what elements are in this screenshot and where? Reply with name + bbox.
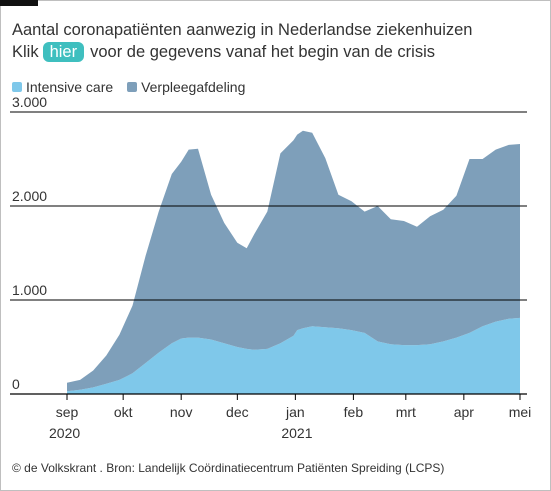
x-tick-label: dec	[226, 404, 249, 420]
brand-bar	[0, 0, 38, 6]
x-tick-label: jan	[285, 404, 305, 420]
legend-label-verpleegafdeling: Verpleegafdeling	[141, 79, 246, 95]
y-tick-label: 2.000	[12, 188, 47, 204]
y-tick-label: 3.000	[12, 94, 47, 110]
chart-title: Aantal coronapatiënten aanwezig in Neder…	[12, 21, 473, 39]
legend-swatch-verpleegafdeling	[127, 82, 138, 92]
legend-label-intensive-care: Intensive care	[26, 79, 114, 95]
x-tick-label: mrt	[396, 404, 416, 420]
area-series-intensive-care	[67, 317, 520, 394]
x-tick-year-label: 2020	[49, 425, 80, 441]
legend-item-verpleegafdeling[interactable]: Verpleegafdeling	[127, 79, 245, 95]
y-tick-label: 1.000	[12, 282, 47, 298]
area-series-verpleegafdeling	[67, 130, 520, 392]
x-tick-label: mei	[509, 404, 532, 420]
subtitle-suffix: voor de gegevens vanaf het begin van de …	[90, 43, 435, 61]
source-credit: © de Volkskrant . Bron: Landelijk Coördi…	[12, 461, 445, 475]
chart-subtitle: Klik hier voor de gegevens vanaf het begin…	[12, 42, 435, 62]
x-tick-year-label: 2021	[281, 425, 312, 441]
legend: Intensive care Verpleegafdeling	[12, 79, 255, 95]
legend-swatch-intensive-care	[12, 82, 22, 92]
x-tick-label: feb	[344, 404, 364, 420]
data-link-button[interactable]: hier	[42, 42, 85, 62]
x-tick-label: sep	[56, 404, 79, 420]
x-tick-label: apr	[454, 404, 475, 420]
y-tick-label: 0	[12, 376, 20, 392]
x-tick-label: nov	[170, 404, 193, 420]
subtitle-prefix: Klik	[12, 43, 39, 61]
x-tick-label: okt	[114, 404, 133, 420]
legend-item-intensive-care[interactable]: Intensive care	[12, 79, 113, 95]
